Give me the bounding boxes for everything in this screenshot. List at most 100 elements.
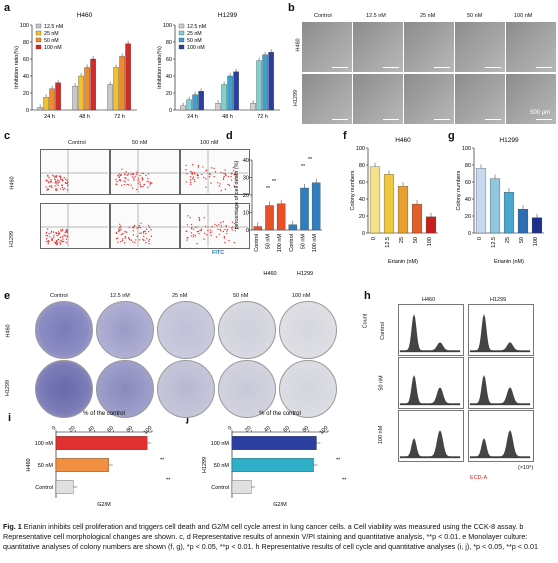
- cell-dot: [136, 171, 138, 173]
- panel-f-label: f: [343, 130, 347, 142]
- legend-swatch: [178, 23, 185, 29]
- cell-dot: [120, 174, 122, 176]
- c-col-50: 50 nM: [132, 140, 148, 146]
- dish: [157, 360, 215, 418]
- x-tick-label: 40: [263, 425, 272, 434]
- y-tick-label: 100 nM: [211, 441, 230, 447]
- x-tick-label: 60: [106, 425, 115, 434]
- cell-dot: [203, 238, 205, 240]
- cell-dot: [190, 223, 193, 226]
- cell-dot: [207, 229, 209, 232]
- x-tick-label: 24 h: [187, 114, 198, 120]
- dot-plot: [110, 203, 180, 249]
- sig-mark: **: [308, 157, 313, 163]
- cell-dot: [233, 185, 236, 187]
- y-tick-label: 100: [356, 146, 365, 152]
- h-col-h1299: H1299: [490, 297, 507, 303]
- sig-mark: **: [301, 164, 306, 170]
- cell-dot: [186, 239, 188, 241]
- bar: [215, 103, 221, 111]
- cell-dot: [225, 225, 227, 227]
- cell-dot: [116, 180, 118, 183]
- x-tick-label: 100: [533, 237, 539, 246]
- y-axis-label: Inhibition ratio(%): [14, 46, 20, 89]
- cell-dot: [115, 178, 117, 181]
- cell-dot: [145, 174, 147, 177]
- x-tick-label: 48 h: [222, 114, 233, 120]
- cell-dot: [124, 181, 126, 183]
- histogram-curve: [469, 430, 531, 459]
- cell-dot: [213, 175, 215, 178]
- cell-dot: [57, 239, 59, 241]
- scale-bar-label: 500 μm: [530, 110, 551, 116]
- cell-dot: [142, 185, 144, 188]
- y-tick-label: 50 nM: [38, 463, 54, 469]
- x-tick-label: 50 nM: [301, 234, 307, 250]
- caption-text: Erianin inhibits cell proliferation and …: [3, 522, 538, 551]
- cell-dot: [220, 189, 222, 192]
- cell-dot: [147, 181, 150, 183]
- cell-dot: [63, 176, 65, 179]
- cell-dot: [218, 224, 220, 226]
- bar: [107, 84, 113, 111]
- legend-swatch: [35, 37, 42, 43]
- cell-dot: [224, 173, 227, 175]
- micrograph: [353, 74, 403, 124]
- cell-dot: [116, 237, 119, 239]
- bar: [231, 458, 314, 472]
- cell-dot: [223, 237, 226, 239]
- cell-dot: [124, 236, 127, 238]
- cell-dot: [136, 227, 138, 229]
- cell-dot: [124, 237, 127, 239]
- cell-dot: [133, 179, 135, 181]
- legend-swatch: [35, 23, 42, 29]
- cell-dot: [132, 230, 134, 232]
- cell-dot: [192, 228, 195, 230]
- cell-dot: [191, 164, 194, 166]
- cell-dot: [45, 234, 47, 237]
- cell-dot: [144, 230, 146, 233]
- cell-dot: [224, 169, 226, 171]
- cell-dot: [189, 181, 192, 184]
- cell-dot: [186, 224, 189, 226]
- figure-caption: Fig. 1 Erianin inhibits cell proliferati…: [3, 522, 555, 552]
- cell-dot: [54, 180, 57, 182]
- bar: [227, 75, 233, 111]
- y-tick-label: 80: [23, 40, 29, 46]
- cell-dot: [206, 169, 208, 171]
- cell-dot: [130, 173, 132, 175]
- cell-dot: [139, 239, 141, 241]
- panel-h-label: h: [364, 290, 371, 302]
- cell-dot: [119, 227, 121, 229]
- bar: [531, 217, 543, 234]
- e-col-100: 100 nM: [292, 293, 311, 299]
- bar: [180, 105, 186, 111]
- y-tick-label: 10: [243, 211, 249, 217]
- cell-dot: [189, 176, 192, 178]
- cell-dot: [59, 243, 61, 245]
- dish: [157, 301, 215, 359]
- bar: [55, 82, 61, 111]
- y-tick-label: 0: [468, 231, 471, 237]
- cell-dot: [50, 180, 52, 182]
- dish: [96, 301, 154, 359]
- panel-i-label: i: [8, 412, 12, 424]
- cell-dot: [65, 182, 67, 185]
- x-tick-label: 72 h: [257, 114, 268, 120]
- cell-dot: [143, 235, 145, 237]
- y-axis-label: Inhibition ratio(%): [157, 46, 163, 89]
- cell-dot: [50, 185, 52, 187]
- cell-dot: [124, 172, 126, 175]
- cell-dot: [136, 235, 138, 238]
- cell-dot: [46, 180, 48, 182]
- cell-dot: [50, 232, 52, 234]
- histogram-curve: [399, 375, 461, 406]
- y-tick-label: 100: [163, 23, 172, 29]
- cell-dot: [55, 189, 57, 192]
- cell-dot: [213, 167, 215, 170]
- e-col-50: 50 nM: [233, 293, 249, 299]
- cell-dot: [196, 173, 199, 176]
- cell-dot: [131, 176, 134, 178]
- x-tick-label: 50 nM: [266, 234, 272, 250]
